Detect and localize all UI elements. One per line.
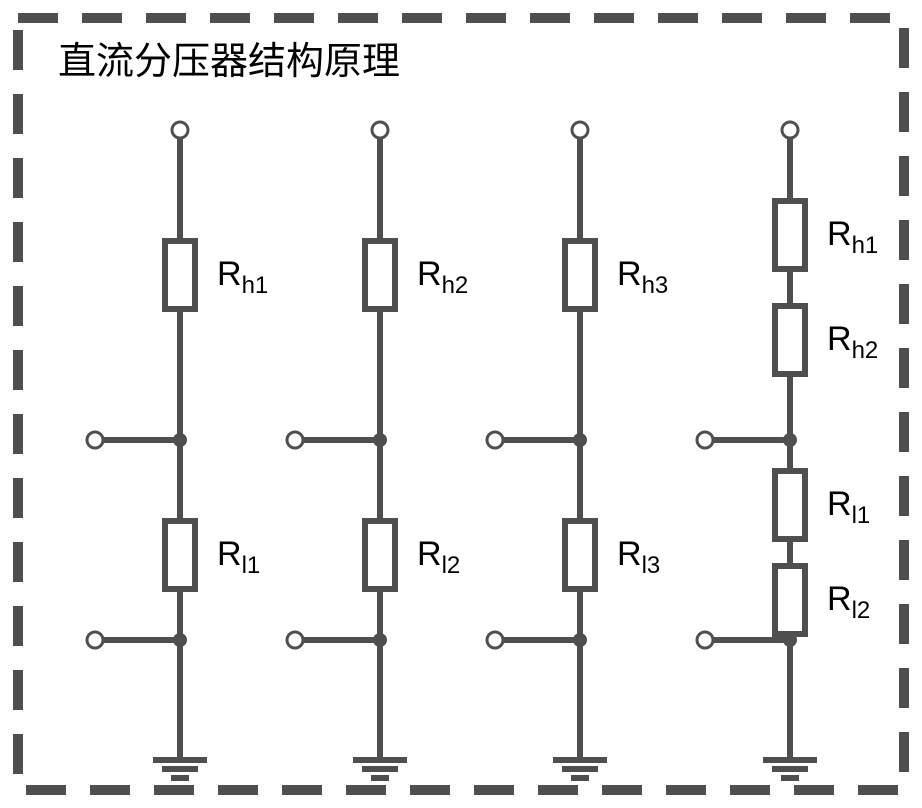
resistor-label: Rl3 bbox=[617, 535, 660, 580]
resistor-label-base: R bbox=[827, 580, 852, 618]
resistor-label-sub: l2 bbox=[852, 597, 871, 624]
resistor-label-base: R bbox=[617, 535, 642, 573]
resistor-label: Rl2 bbox=[417, 535, 460, 580]
resistor-label: Rh2 bbox=[827, 320, 878, 365]
resistor-label: Rl1 bbox=[827, 485, 870, 530]
resistor-label-sub: h2 bbox=[852, 337, 879, 364]
resistor-label-base: R bbox=[827, 320, 852, 358]
circuit-svg bbox=[0, 0, 922, 808]
resistor-label: Rh2 bbox=[417, 255, 468, 300]
resistor-label-sub: h1 bbox=[852, 232, 879, 259]
resistor-label-sub: h3 bbox=[642, 272, 669, 299]
resistor-label-sub: l2 bbox=[442, 552, 461, 579]
resistor-label: Rl1 bbox=[217, 535, 260, 580]
resistor-label-base: R bbox=[417, 255, 442, 293]
diagram-title: 直流分压器结构原理 bbox=[58, 30, 400, 85]
diagram-canvas: 直流分压器结构原理 Rh1Rl1Rh2Rl2Rh3Rl3Rh1Rh2Rl1Rl2 bbox=[0, 0, 922, 808]
resistor-label-sub: l1 bbox=[852, 502, 871, 529]
resistor-label-sub: l3 bbox=[642, 552, 661, 579]
resistor-label-sub: h2 bbox=[442, 272, 469, 299]
resistor-label: Rh1 bbox=[827, 215, 878, 260]
resistor-label-base: R bbox=[217, 535, 242, 573]
resistor-label-base: R bbox=[827, 215, 852, 253]
resistor-label-sub: h1 bbox=[242, 272, 269, 299]
resistor-label-base: R bbox=[417, 535, 442, 573]
resistor-label: Rl2 bbox=[827, 580, 870, 625]
resistor-label: Rh1 bbox=[217, 255, 268, 300]
resistor-label-base: R bbox=[617, 255, 642, 293]
resistor-label-base: R bbox=[217, 255, 242, 293]
resistor-label-sub: l1 bbox=[242, 552, 261, 579]
resistor-label-base: R bbox=[827, 485, 852, 523]
resistor-label: Rh3 bbox=[617, 255, 668, 300]
